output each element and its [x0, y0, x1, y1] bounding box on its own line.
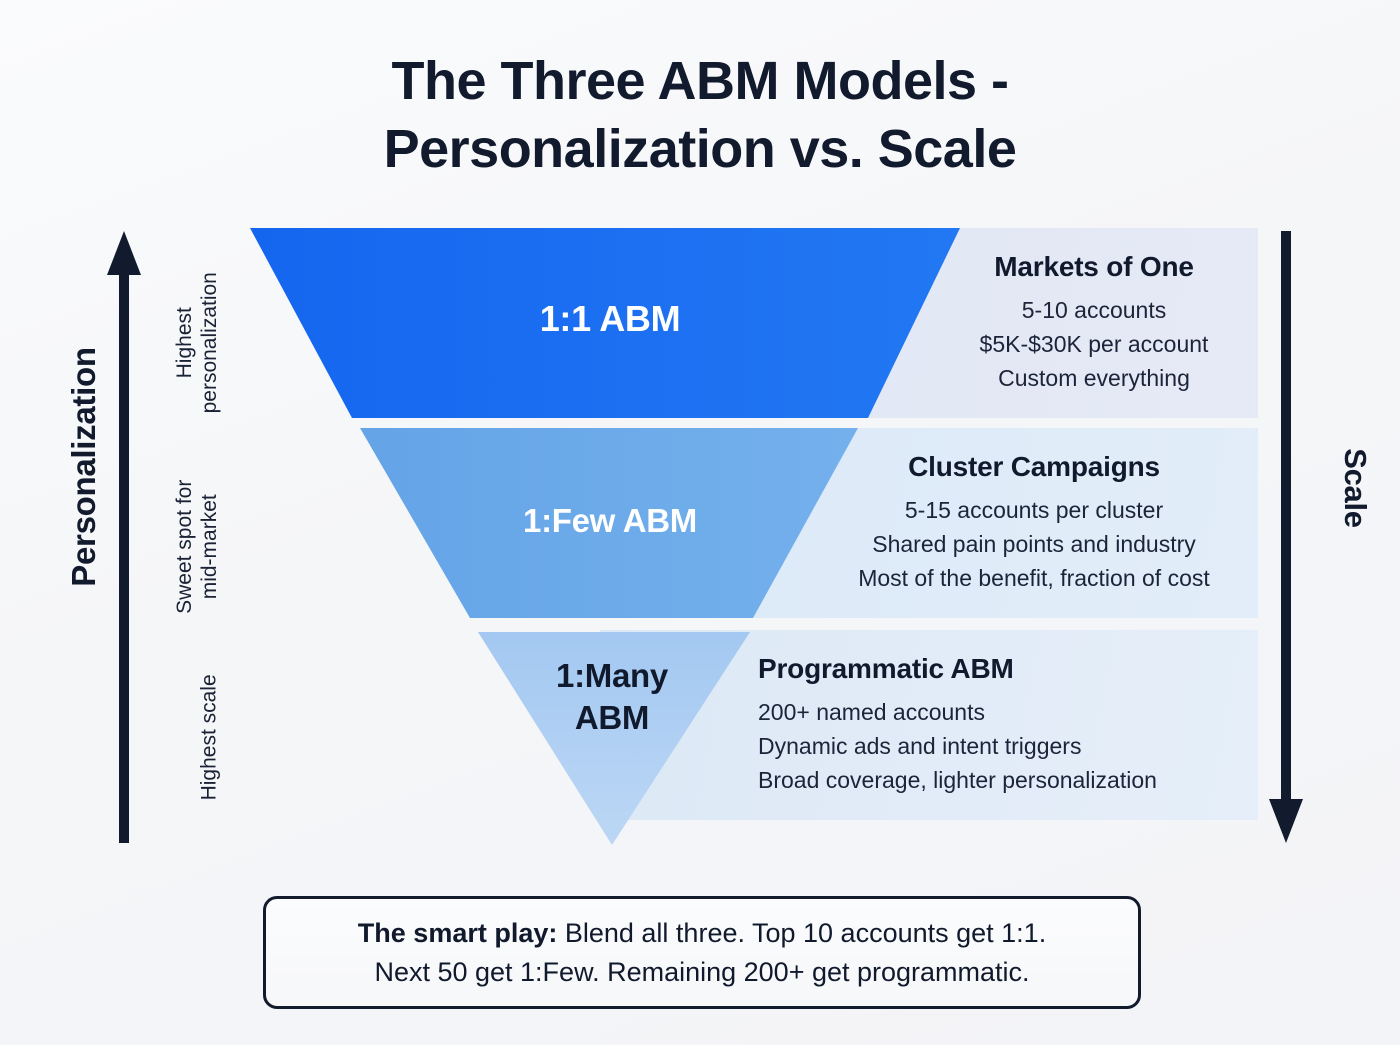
title-line-1: The Three ABM Models -	[391, 51, 1009, 111]
arrow-down-icon	[1269, 231, 1303, 843]
tier-3-funnel-label: 1:Many ABM	[556, 657, 668, 737]
tier-2-panel-line-1: 5-15 accounts per cluster	[904, 496, 1164, 523]
callout-line-1-rest: Blend all three. Top 10 accounts get 1:1…	[557, 918, 1047, 949]
tier-3-panel-line-3: Broad coverage, lighter personalization	[758, 767, 1157, 794]
tier-3-side-caption: Highest scale	[197, 674, 221, 801]
smart-play-callout: The smart play: Blend all three. Top 10 …	[263, 896, 1141, 1009]
page-title: The Three ABM Models - Personalization v…	[0, 48, 1400, 183]
tier-3-panel-line-1: 200+ named accounts	[758, 698, 985, 725]
callout-line-2: Next 50 get 1:Few. Remaining 200+ get pr…	[374, 956, 1030, 987]
callout-lead: The smart play:	[357, 918, 558, 949]
tier-1-side-caption: Highest personalization	[173, 272, 221, 414]
arrow-up-icon	[107, 231, 141, 843]
tier-3-panel-line-2: Dynamic ads and intent triggers	[758, 732, 1082, 759]
tier-1-panel-line-3: Custom everything	[998, 365, 1190, 392]
title-line-2: Personalization vs. Scale	[383, 118, 1017, 179]
tier-2-funnel-label: 1:Few ABM	[523, 502, 697, 539]
tier-1-funnel-label: 1:1 ABM	[539, 298, 681, 339]
personalization-axis-label: Personalization	[65, 347, 102, 587]
tier-2-panel-line-3: Most of the benefit, fraction of cost	[858, 565, 1210, 592]
tier-2-panel-line-2: Shared pain points and industry	[872, 530, 1196, 557]
tier-1-panel-line-1: 5-10 accounts	[1021, 296, 1167, 323]
callout-line-1: The smart play: Blend all three. Top 10 …	[358, 914, 1046, 952]
tier-2-side-caption: Sweet spot for mid-market	[173, 479, 221, 614]
scale-axis-label: Scale	[1338, 448, 1373, 528]
tier-1-panel-title: Markets of One	[994, 250, 1194, 282]
tier-1-panel-line-2: $5K-$30K per account	[979, 330, 1209, 357]
tier-3-panel-title: Programmatic ABM	[758, 652, 1014, 684]
tier-2-panel-title: Cluster Campaigns	[908, 450, 1160, 482]
